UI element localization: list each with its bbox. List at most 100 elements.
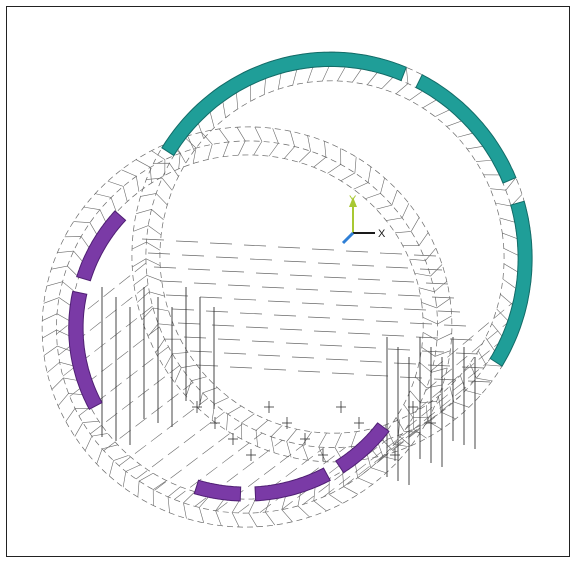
mesh-zigzag xyxy=(155,338,181,353)
mesh-longitudinal xyxy=(103,382,194,451)
mesh-dash xyxy=(431,296,455,299)
mesh-zigzag xyxy=(236,127,246,156)
mesh-dash xyxy=(335,304,359,307)
purple-ring-segment xyxy=(68,290,103,410)
mesh-dash xyxy=(311,248,335,251)
mesh-dash xyxy=(273,314,297,317)
mesh-dash xyxy=(399,376,423,379)
mesh-dash xyxy=(331,372,355,375)
mesh-dash xyxy=(141,238,165,241)
mesh-zigzag xyxy=(122,464,141,488)
mesh-zigzag xyxy=(133,274,162,286)
mesh-dash xyxy=(177,322,201,325)
mesh-zigzag xyxy=(286,429,298,458)
mesh-dash xyxy=(255,272,279,275)
mesh-dash xyxy=(421,350,445,353)
mesh-longitudinal xyxy=(425,323,508,391)
mesh-dash xyxy=(267,300,291,303)
teal-ring-segment xyxy=(489,200,533,367)
mesh-dash xyxy=(183,336,207,339)
mesh-dash xyxy=(211,324,235,327)
mesh-zigzag xyxy=(107,180,128,202)
mesh-ring xyxy=(159,80,505,434)
mesh-dash xyxy=(313,330,337,333)
mesh-dash xyxy=(195,364,219,367)
mesh-dash xyxy=(353,346,377,349)
mesh-dash xyxy=(193,282,217,285)
graphics-viewport[interactable]: Y X xyxy=(6,6,570,557)
teal-ring-segment xyxy=(415,74,517,184)
mesh-dash xyxy=(369,306,393,309)
mesh-dash xyxy=(381,334,405,337)
mesh-dash xyxy=(217,338,241,341)
mesh-zigzag xyxy=(340,156,357,182)
mesh-dash xyxy=(403,308,427,311)
mesh-zigzag xyxy=(422,315,452,325)
mesh-zigzag xyxy=(365,177,385,200)
mesh-dash xyxy=(329,290,353,293)
mesh-zigzag xyxy=(136,291,165,303)
mesh-dash xyxy=(263,368,287,371)
z-axis-arrow xyxy=(341,231,355,245)
mesh-dash xyxy=(359,360,383,363)
mesh-dash xyxy=(215,256,239,259)
mesh-ring xyxy=(56,140,438,514)
mesh-zigzag xyxy=(109,454,129,477)
mesh-dash xyxy=(297,370,321,373)
mesh-dash xyxy=(345,250,369,253)
mesh-longitudinal xyxy=(342,421,427,488)
mesh-longitudinal xyxy=(216,444,304,512)
mesh-dash xyxy=(363,292,387,295)
mesh-dash xyxy=(437,310,461,313)
mesh-zigzag xyxy=(83,206,107,225)
mesh-dash xyxy=(433,378,457,381)
mesh-dash xyxy=(409,322,433,325)
mesh-zigzag xyxy=(264,497,276,526)
mesh-zigzag xyxy=(425,405,442,430)
mesh-dash xyxy=(249,258,273,261)
mesh-zigzag xyxy=(302,431,312,461)
mesh-longitudinal xyxy=(377,395,461,462)
mesh-dash xyxy=(393,362,417,365)
mesh-dash xyxy=(413,254,437,257)
mesh-dash xyxy=(419,268,443,271)
mesh-zigzag xyxy=(403,404,430,418)
mesh-dash xyxy=(391,280,415,283)
mesh-zigzag xyxy=(241,413,255,440)
mesh-zigzag xyxy=(146,177,173,191)
purple-ring-segment xyxy=(335,422,390,474)
mesh-zigzag xyxy=(46,281,75,293)
mesh-zigzag xyxy=(42,313,72,322)
mesh-zigzag xyxy=(421,298,451,309)
mesh-dash xyxy=(209,242,233,245)
mesh-longitudinal xyxy=(431,302,514,371)
mesh-dash xyxy=(449,338,473,341)
mesh-dash xyxy=(175,240,199,243)
mesh-dash xyxy=(385,266,409,269)
mesh-zigzag xyxy=(141,307,169,320)
mesh-zigzag xyxy=(377,441,399,461)
mesh-zigzag xyxy=(64,236,91,250)
mesh-dash xyxy=(295,288,319,291)
mesh-zigzag xyxy=(84,433,108,451)
mesh-longitudinal xyxy=(154,423,244,491)
mesh-dash xyxy=(357,278,381,281)
mesh-zigzag xyxy=(253,126,263,156)
mesh-longitudinal xyxy=(323,431,408,498)
mesh-dash xyxy=(467,380,491,383)
mesh-zigzag xyxy=(231,498,241,528)
mesh-zigzag xyxy=(215,497,226,526)
mesh-dash xyxy=(455,352,479,355)
mesh-longitudinal xyxy=(90,365,180,435)
mesh-zigzag xyxy=(415,376,443,389)
mesh-zigzag xyxy=(164,352,189,369)
mesh-zigzag xyxy=(153,162,179,177)
mesh-longitudinal xyxy=(259,446,346,513)
mesh-dash xyxy=(397,294,421,297)
mesh-zigzag xyxy=(422,332,452,341)
y-axis-arrowhead xyxy=(349,197,357,207)
mesh-zigzag xyxy=(387,429,411,448)
mesh-dash xyxy=(277,246,301,249)
mesh-zigzag xyxy=(413,412,427,439)
mesh-zigzag xyxy=(402,232,429,246)
